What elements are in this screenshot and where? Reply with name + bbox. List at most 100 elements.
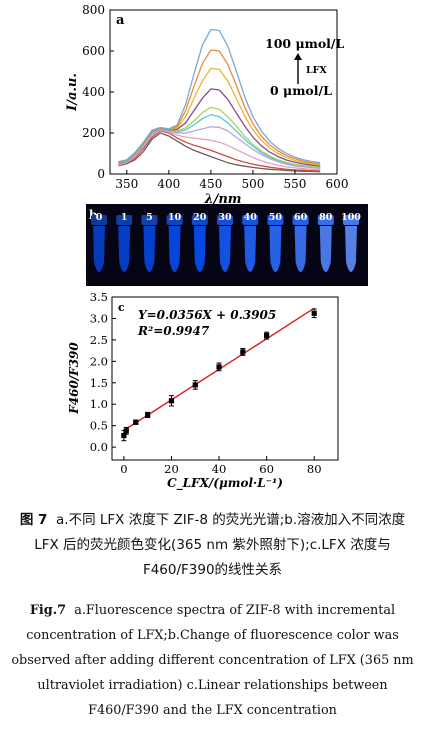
spectrum-series-3 [118, 126, 321, 169]
linear-x-tick-label: 60 [259, 462, 274, 476]
linear-y-tick-label: 0.0 [90, 440, 108, 454]
tube-label-10: 10 [168, 212, 182, 223]
tube-80 [319, 226, 332, 272]
tube-20 [193, 226, 206, 272]
tube-label-5: 5 [146, 212, 153, 223]
linear-y-tick-label: 2.5 [90, 333, 108, 347]
tube-5 [143, 226, 156, 272]
tube-60 [294, 226, 307, 272]
regression-equation: Y=0.0356X + 0.3905 [138, 308, 276, 322]
spectrum-series-8 [118, 49, 321, 165]
data-point [264, 333, 270, 339]
annotation-0-umol: 0 μmol/L [270, 83, 332, 98]
tube-label-1: 1 [121, 212, 128, 223]
spectra-series-group [118, 28, 321, 173]
regression-r2: R²=0.9947 [137, 324, 210, 338]
data-point [311, 310, 317, 316]
spectrum-series-0 [118, 132, 321, 173]
tube-label-60: 60 [294, 212, 308, 223]
spectrum-series-1 [118, 130, 321, 172]
spectra-x-tick-label: 550 [284, 177, 307, 191]
tube-0 [93, 226, 105, 272]
spectra-y-tick-label: 800 [82, 3, 105, 17]
spectra-x-tick-label: 400 [157, 177, 180, 191]
tube-label-30: 30 [218, 212, 232, 223]
data-point [216, 364, 222, 370]
tube-cap-80 [317, 215, 334, 225]
data-point [123, 428, 129, 434]
tube-label-40: 40 [244, 212, 258, 223]
caption-english-label: Fig.7 [29, 603, 67, 618]
tube-30 [219, 226, 231, 272]
spectra-y-tick-label: 600 [82, 44, 105, 58]
spectra-x-tick-label: 450 [199, 177, 222, 191]
spectra-y-tick-label: 400 [82, 85, 105, 99]
linear-y-tick-label: 3.5 [90, 290, 108, 304]
tube-10 [168, 226, 181, 272]
tube-cap-50 [267, 215, 284, 225]
spectra-y-tick-label: 200 [82, 126, 105, 140]
linear-x-axis-label: C_LFX/(μmol·L⁻¹) [167, 476, 283, 491]
concentration-arrowhead [294, 53, 302, 60]
tube-cap-60 [292, 215, 309, 225]
tube-cap-100 [343, 215, 359, 225]
linear-x-tick-label: 20 [164, 462, 179, 476]
panel-label-a: a [116, 13, 125, 28]
data-point [121, 432, 127, 439]
linear-plot-frame [111, 296, 339, 461]
tube-cap-40 [242, 215, 259, 225]
panel-label-c: c [118, 301, 125, 314]
tube-50 [269, 226, 282, 272]
tube-cap-30 [217, 215, 233, 225]
spectra-x-tick-label: 600 [326, 177, 349, 191]
tube-label-100: 100 [341, 212, 361, 223]
linear-y-tick-label: 2.0 [90, 354, 108, 368]
tube-label-80: 80 [319, 212, 333, 223]
tube-cap-1 [116, 215, 133, 225]
tube-label-50: 50 [269, 212, 283, 223]
linear-y-tick-label: 0.5 [90, 419, 108, 433]
linear-data-points [121, 308, 317, 442]
caption-chinese-label: 图 7 [19, 512, 48, 528]
spectra-x-ticks: 350 400 450 500 550 600 [115, 170, 348, 191]
tube-1 [118, 226, 131, 272]
caption-english-text: a.Fluorescence spectra of ZIF-8 with inc… [11, 603, 414, 718]
caption-english: Fig.7 a.Fluorescence spectra of ZIF-8 wi… [8, 598, 417, 723]
linear-y-tick-label: 3.0 [90, 311, 108, 325]
data-point [133, 419, 139, 425]
tube-cap-20 [191, 215, 208, 225]
tube-row: 0 1 5 10 20 30 40 50 60 80 100 [91, 212, 361, 272]
caption-chinese-text: a.不同 LFX 浓度下 ZIF-8 的荧光光谱;b.溶液加入不同浓度 LFX … [34, 512, 406, 578]
tube-label-0: 0 [96, 212, 103, 223]
tube-100 [345, 226, 357, 272]
linear-x-tick-label: 80 [307, 462, 322, 476]
data-point [145, 412, 151, 418]
linear-x-tick-label: 0 [120, 462, 127, 476]
linear-y-axis-label: F460/F390 [67, 342, 81, 415]
linear-y-tick-label: 1.5 [90, 376, 108, 390]
linear-x-tick-label: 40 [212, 462, 227, 476]
tube-cap-0 [91, 215, 107, 225]
data-point [168, 398, 175, 404]
annotation-100-umol: 100 μmol/L [265, 36, 344, 51]
spectrum-series-2 [118, 129, 321, 171]
linear-fit-panel: c 0 20 40 60 80 0.0 0.5 1.0 1.5 2.0 2.5 3.0 3.5 Y=0… [67, 290, 339, 491]
tube-40 [244, 226, 257, 272]
spectra-x-tick-label: 500 [241, 177, 264, 191]
spectra-y-tick-label: 0 [97, 167, 105, 181]
linear-y-tick-label: 1.0 [90, 397, 108, 411]
annotation-lfx: LFX [306, 65, 327, 76]
data-point [240, 349, 246, 355]
tube-cap-5 [141, 215, 158, 225]
spectra-y-axis-label: I/a.u. [65, 73, 80, 112]
spectrum-series-9 [118, 28, 321, 164]
spectra-x-axis-label: λ/nm [203, 192, 241, 207]
linear-y-ticks: 0.0 0.5 1.0 1.5 2.0 2.5 3.0 3.5 [90, 290, 116, 454]
tube-label-20: 20 [193, 212, 207, 223]
tube-cap-10 [166, 215, 183, 225]
data-point [192, 382, 198, 388]
spectra-x-tick-label: 350 [115, 177, 138, 191]
